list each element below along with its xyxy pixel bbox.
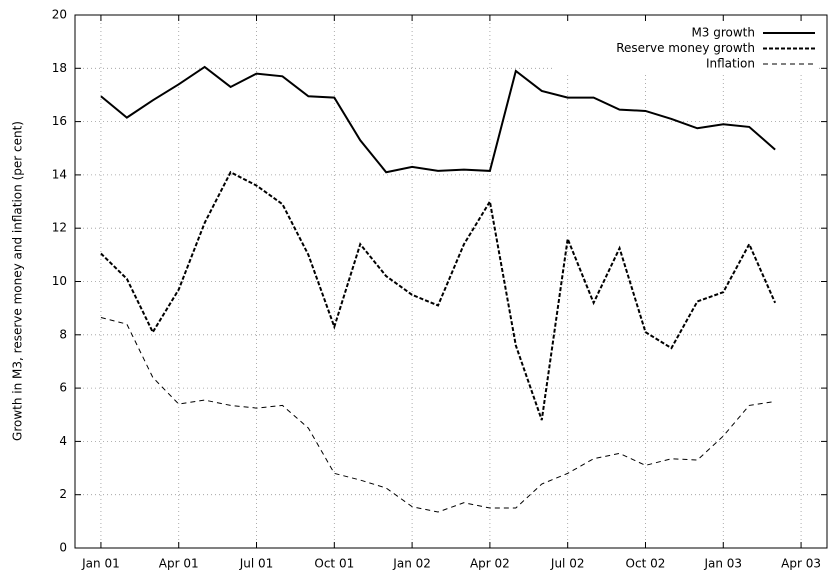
y-tick-label: 20 <box>52 8 67 22</box>
y-tick-label: 10 <box>52 274 67 288</box>
x-tick-label: Apr 01 <box>159 557 199 571</box>
x-tick-label: Apr 02 <box>470 557 510 571</box>
y-axis-label: Growth in M3, reserve money and inflatio… <box>11 121 25 441</box>
x-tick-label: Jan 02 <box>392 557 431 571</box>
y-tick-label: 6 <box>59 381 67 395</box>
x-tick-label: Apr 03 <box>781 557 821 571</box>
y-tick-label: 18 <box>52 61 67 75</box>
series-line <box>100 65 776 174</box>
x-tick-label: Jul 02 <box>550 557 585 571</box>
legend-label: Reserve money growth <box>616 41 755 55</box>
y-tick-label: 8 <box>59 327 67 341</box>
y-tick-label: 0 <box>59 541 67 555</box>
x-tick-label: Oct 01 <box>314 557 354 571</box>
y-tick-label: 14 <box>52 167 67 181</box>
y-tick-label: 4 <box>59 434 67 448</box>
y-tick-label: 2 <box>59 487 67 501</box>
y-tick-label: 16 <box>52 114 67 128</box>
x-tick-label: Jan 01 <box>81 557 120 571</box>
series-line <box>100 170 777 421</box>
plot-frame <box>74 14 828 549</box>
legend-box <box>554 23 819 74</box>
x-tick-label: Oct 02 <box>626 557 666 571</box>
legend-label: Inflation <box>706 57 755 71</box>
series-line <box>100 316 776 513</box>
y-tick-label: 12 <box>52 221 67 235</box>
x-tick-label: Jul 01 <box>239 557 274 571</box>
x-tick-label: Jan 03 <box>703 557 742 571</box>
legend-label: M3 growth <box>691 26 755 40</box>
